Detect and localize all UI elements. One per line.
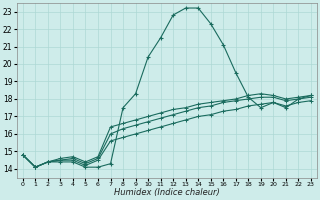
X-axis label: Humidex (Indice chaleur): Humidex (Indice chaleur) xyxy=(114,188,220,197)
